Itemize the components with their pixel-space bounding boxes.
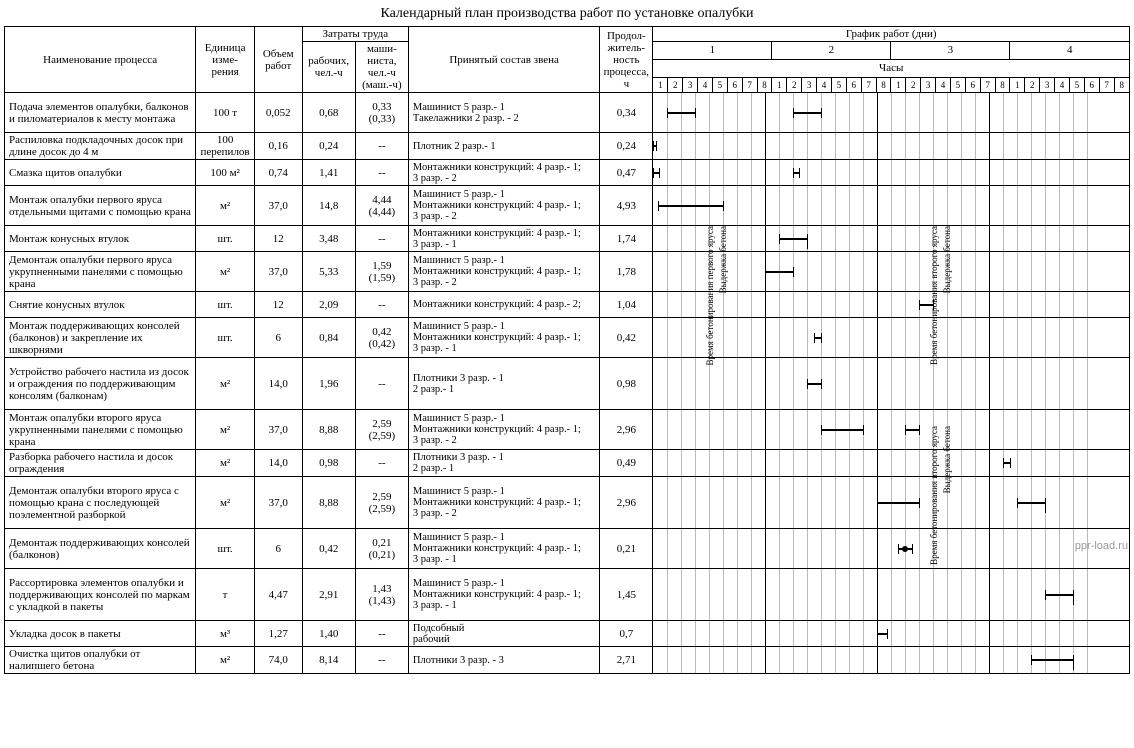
col-name-head: Наименование процесса — [5, 27, 196, 93]
process-name: Очистка щитов опалубки от налипшего бето… — [5, 647, 196, 674]
process-name: Монтаж опалубки первого яруса отдельными… — [5, 186, 196, 226]
gantt-cell — [653, 569, 1130, 621]
gantt-cell — [653, 410, 1130, 450]
gantt-cell — [653, 133, 1130, 160]
gantt-cell — [653, 647, 1130, 674]
table-row: Демонтаж поддерживающих консолей (балкон… — [5, 529, 1130, 569]
process-name: Демонтаж опалубки первого яруса укрупнен… — [5, 252, 196, 292]
gantt-bar — [919, 304, 933, 306]
gantt-cell — [653, 292, 1130, 318]
process-name: Подача элементов опалубки, балконов и пи… — [5, 93, 196, 133]
gantt-cell — [653, 93, 1130, 133]
gantt-bar — [807, 383, 821, 385]
gantt-bar — [779, 238, 807, 240]
table-row: Демонтаж опалубки второго яруса с помощь… — [5, 477, 1130, 529]
process-name: Демонтаж поддерживающих консолей (балкон… — [5, 529, 196, 569]
process-name: Монтаж опалубки второго яруса укрупненны… — [5, 410, 196, 450]
gantt-bar — [1003, 462, 1010, 464]
gantt-cell — [653, 226, 1130, 252]
gantt-cell — [653, 186, 1130, 226]
table-row: Монтаж опалубки первого яруса отдельными… — [5, 186, 1130, 226]
table-row: Рассортировка элементов опалубки и подде… — [5, 569, 1130, 621]
table-row: Укладка досок в пакетым³1,271,40-- Подсо… — [5, 621, 1130, 647]
table-row: Монтаж опалубки второго яруса укрупненны… — [5, 410, 1130, 450]
table-row: Устройство рабочего настила из досок и о… — [5, 358, 1130, 410]
table-row: Монтаж конусных втулокшт.123,48--Монтажн… — [5, 226, 1130, 252]
process-name: Рассортировка элементов опалубки и подде… — [5, 569, 196, 621]
process-name: Разборка рабочего настила и досок огражд… — [5, 450, 196, 477]
gantt-bar — [1017, 502, 1045, 504]
gantt-bar — [877, 633, 887, 635]
gantt-bar — [905, 429, 919, 431]
process-name: Укладка досок в пакеты — [5, 621, 196, 647]
gantt-cell — [653, 358, 1130, 410]
process-name: Монтаж поддерживающих консолей (балконов… — [5, 318, 196, 358]
table-row: Демонтаж опалубки первого яруса укрупнен… — [5, 252, 1130, 292]
table-row: Очистка щитов опалубки от налипшего бето… — [5, 647, 1130, 674]
page-title: Календарный план производства работ по у… — [4, 6, 1130, 22]
table-row: Разборка рабочего настила и досок огражд… — [5, 450, 1130, 477]
gantt-bar — [765, 271, 793, 273]
process-name: Монтаж конусных втулок — [5, 226, 196, 252]
gantt-bar — [1031, 659, 1073, 661]
gantt-cell — [653, 318, 1130, 358]
table-row: Монтаж поддерживающих консолей (балконов… — [5, 318, 1130, 358]
process-name: Смазка щитов опалубки — [5, 160, 196, 186]
gantt-cell — [653, 621, 1130, 647]
table-row: Подача элементов опалубки, балконов и пи… — [5, 93, 1130, 133]
gantt-cell — [653, 160, 1130, 186]
gantt-bar — [1045, 594, 1073, 596]
process-name: Демонтаж опалубки второго яруса с помощь… — [5, 477, 196, 529]
gantt-bar — [793, 112, 821, 114]
process-name: Снятие конусных втулок — [5, 292, 196, 318]
process-name: Распиловка подкладочных досок при длине … — [5, 133, 196, 160]
watermark: ppr-load.ru — [1075, 540, 1128, 552]
gantt-bar — [667, 112, 695, 114]
gantt-bar — [814, 337, 821, 339]
schedule-table: Наименование процессаЕдиница изме-ренияО… — [4, 26, 1130, 674]
table-row: Распиловка подкладочных досок при длине … — [5, 133, 1130, 160]
gantt-cell — [653, 252, 1130, 292]
gantt-cell — [653, 477, 1130, 529]
process-name: Устройство рабочего настила из досок и о… — [5, 358, 196, 410]
gantt-bar — [821, 429, 863, 431]
gantt-cell — [653, 450, 1130, 477]
gantt-bar — [658, 205, 724, 207]
gantt-bar — [877, 502, 919, 504]
gantt-cell — [653, 529, 1130, 569]
table-row: Смазка щитов опалубки100 м²0,741,41--Мон… — [5, 160, 1130, 186]
table-row: Снятие конусных втулокшт.122,09--Монтажн… — [5, 292, 1130, 318]
